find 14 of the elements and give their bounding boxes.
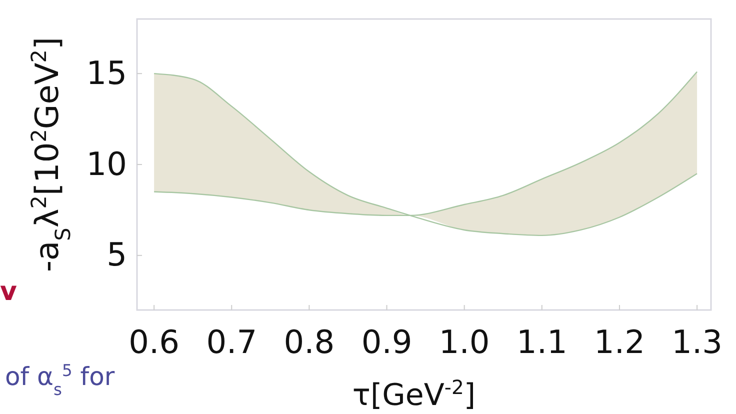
- x-tick-label: 0.6: [128, 322, 180, 361]
- y-tick-label: 15: [86, 54, 127, 92]
- x-tick-label: 1.1: [516, 322, 568, 361]
- y-tick-label: 10: [86, 144, 127, 183]
- text: of α$_{s}$$^{5}$ for: [5, 360, 116, 398]
- x-axis-title: τ[GeV$^{-2}$]: [352, 376, 476, 413]
- x-tick-label: 0.7: [206, 322, 258, 361]
- x-tick-label: 0.9: [361, 322, 412, 361]
- x-tick-label: 1.0: [438, 322, 490, 361]
- x-tick-label: 0.8: [284, 322, 335, 361]
- x-tick-label: 1.2: [594, 322, 645, 361]
- x-tick-label: 1.3: [672, 322, 722, 361]
- y-tick-label: 5: [106, 236, 127, 274]
- text: v: [0, 277, 17, 307]
